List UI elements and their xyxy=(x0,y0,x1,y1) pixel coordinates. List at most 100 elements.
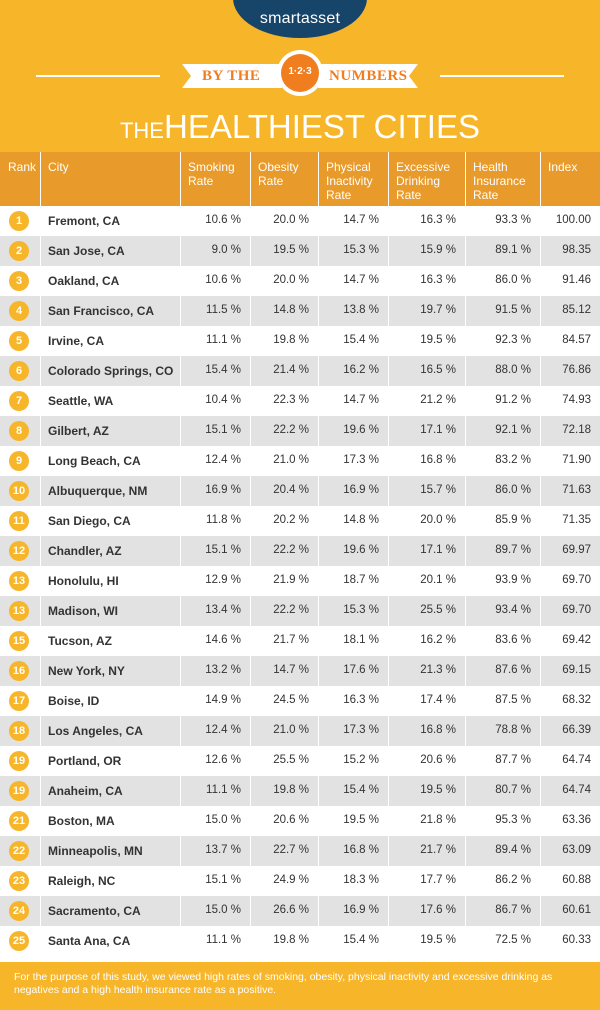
header: smartasset BY THE NUMBERS 1·2·3 THEHEALT… xyxy=(0,0,600,152)
cell-obesity-rate: 24.5 % xyxy=(273,694,309,706)
city-name: San Diego, CA xyxy=(48,514,131,528)
cell-index: 64.74 xyxy=(562,754,591,766)
table-row: 11 San Diego, CA 11.8 % 20.2 % 14.8 % 20.0 % 8… xyxy=(0,506,600,536)
cell-physical-inactivity-rate: 15.4 % xyxy=(343,934,379,946)
cell-index: 85.12 xyxy=(562,304,591,316)
cell-excessive-drinking-rate: 20.1 % xyxy=(420,574,456,586)
table-row: 2 San Jose, CA 9.0 % 19.5 % 15.3 % 15.9 % 89.1… xyxy=(0,236,600,266)
city-name: Oakland, CA xyxy=(48,274,120,288)
table-row: 1 Fremont, CA 10.6 % 20.0 % 14.7 % 16.3 % 93.3… xyxy=(0,206,600,236)
cell-obesity-rate: 14.8 % xyxy=(273,304,309,316)
rank-badge: 23 xyxy=(9,871,29,891)
cell-index: 71.90 xyxy=(562,454,591,466)
cell-smoking-rate: 13.2 % xyxy=(205,664,241,676)
cell-obesity-rate: 22.3 % xyxy=(273,394,309,406)
cell-health-insurance-rate: 83.2 % xyxy=(495,454,531,466)
cell-health-insurance-rate: 93.3 % xyxy=(495,214,531,226)
cell-index: 84.57 xyxy=(562,334,591,346)
cell-physical-inactivity-rate: 15.4 % xyxy=(343,334,379,346)
cell-physical-inactivity-rate: 14.7 % xyxy=(343,214,379,226)
footer-note: For the purpose of this study, we viewed… xyxy=(14,971,553,996)
table-row: 15 Tucson, AZ 14.6 % 21.7 % 18.1 % 16.2 % 83.6… xyxy=(0,626,600,656)
cell-excessive-drinking-rate: 17.1 % xyxy=(420,544,456,556)
cell-index: 63.36 xyxy=(562,814,591,826)
cell-health-insurance-rate: 91.5 % xyxy=(495,304,531,316)
cell-health-insurance-rate: 85.9 % xyxy=(495,514,531,526)
cell-obesity-rate: 19.8 % xyxy=(273,334,309,346)
column-divider xyxy=(465,152,466,956)
city-name: Los Angeles, CA xyxy=(48,724,143,738)
banner-rule-right xyxy=(440,75,564,77)
cell-index: 69.97 xyxy=(562,544,591,556)
cell-excessive-drinking-rate: 21.3 % xyxy=(420,664,456,676)
cell-smoking-rate: 15.0 % xyxy=(205,814,241,826)
cell-obesity-rate: 20.2 % xyxy=(273,514,309,526)
cell-smoking-rate: 12.4 % xyxy=(205,724,241,736)
cell-index: 69.70 xyxy=(562,574,591,586)
city-name: San Jose, CA xyxy=(48,244,125,258)
cell-index: 72.18 xyxy=(562,424,591,436)
rank-badge: 12 xyxy=(9,541,29,561)
cell-smoking-rate: 15.1 % xyxy=(205,874,241,886)
cell-physical-inactivity-rate: 19.5 % xyxy=(343,814,379,826)
table-row: 9 Long Beach, CA 12.4 % 21.0 % 17.3 % 16.8 % 8… xyxy=(0,446,600,476)
column-header-line: Rate xyxy=(258,174,284,188)
column-header-obesity-rate: Obesity Rate xyxy=(258,160,299,188)
city-name: Albuquerque, NM xyxy=(48,484,148,498)
cell-health-insurance-rate: 89.7 % xyxy=(495,544,531,556)
cell-obesity-rate: 20.6 % xyxy=(273,814,309,826)
table-row: 10 Albuquerque, NM 16.9 % 20.4 % 16.9 % 15.7 … xyxy=(0,476,600,506)
table-header: Rank City Smoking Rate Obesity Rate Physical In… xyxy=(0,152,600,206)
cell-health-insurance-rate: 86.0 % xyxy=(495,484,531,496)
cell-health-insurance-rate: 87.5 % xyxy=(495,694,531,706)
cell-health-insurance-rate: 86.0 % xyxy=(495,274,531,286)
table-row: 8 Gilbert, AZ 15.1 % 22.2 % 19.6 % 17.1 % 92.1… xyxy=(0,416,600,446)
cell-index: 63.09 xyxy=(562,844,591,856)
cell-smoking-rate: 11.1 % xyxy=(206,334,241,346)
cell-smoking-rate: 15.1 % xyxy=(205,544,241,556)
table-row: 19 Portland, OR 12.6 % 25.5 % 15.2 % 20.6 % 87… xyxy=(0,746,600,776)
title-prefix: THE xyxy=(119,118,164,143)
cell-excessive-drinking-rate: 19.5 % xyxy=(420,934,456,946)
cell-excessive-drinking-rate: 20.0 % xyxy=(420,514,456,526)
rank-badge: 11 xyxy=(9,511,29,531)
cell-physical-inactivity-rate: 13.8 % xyxy=(343,304,379,316)
cell-obesity-rate: 26.6 % xyxy=(273,904,309,916)
cell-excessive-drinking-rate: 16.3 % xyxy=(420,274,456,286)
cell-health-insurance-rate: 89.1 % xyxy=(495,244,531,256)
table-row: 16 New York, NY 13.2 % 14.7 % 17.6 % 21.3 % 87… xyxy=(0,656,600,686)
cell-smoking-rate: 13.4 % xyxy=(205,604,241,616)
cell-index: 71.63 xyxy=(562,484,591,496)
cell-excessive-drinking-rate: 16.3 % xyxy=(420,214,456,226)
cell-excessive-drinking-rate: 21.2 % xyxy=(420,394,456,406)
column-divider xyxy=(540,152,541,956)
city-name: Irvine, CA xyxy=(48,334,105,348)
cell-index: 64.74 xyxy=(562,784,591,796)
column-header-rank: Rank xyxy=(8,160,36,174)
banner-badge xyxy=(281,54,319,92)
cell-obesity-rate: 21.0 % xyxy=(273,724,309,736)
cell-smoking-rate: 11.1 % xyxy=(206,784,241,796)
cell-physical-inactivity-rate: 19.6 % xyxy=(343,424,379,436)
column-divider xyxy=(250,152,251,956)
table-row: 13 Madison, WI 13.4 % 22.2 % 15.3 % 25.5 % 93.… xyxy=(0,596,600,626)
cell-health-insurance-rate: 83.6 % xyxy=(495,634,531,646)
cell-health-insurance-rate: 93.9 % xyxy=(495,574,531,586)
column-header-excessive-drinking-rate: Excessive Drinking Rate xyxy=(396,160,450,202)
cell-physical-inactivity-rate: 18.1 % xyxy=(343,634,379,646)
city-name: Raleigh, NC xyxy=(48,874,116,888)
cell-smoking-rate: 11.1 % xyxy=(206,934,241,946)
cell-excessive-drinking-rate: 17.6 % xyxy=(420,904,456,916)
cell-index: 66.39 xyxy=(562,724,591,736)
cell-smoking-rate: 13.7 % xyxy=(205,844,241,856)
city-name: Anaheim, CA xyxy=(48,784,123,798)
cell-obesity-rate: 19.8 % xyxy=(273,784,309,796)
city-name: Portland, OR xyxy=(48,754,122,768)
logo: smartasset xyxy=(259,10,341,27)
cell-excessive-drinking-rate: 17.4 % xyxy=(420,694,456,706)
table-row: 24 Sacramento, CA 15.0 % 26.6 % 16.9 % 17.6 %… xyxy=(0,896,600,926)
cell-physical-inactivity-rate: 15.4 % xyxy=(343,784,379,796)
rank-badge: 21 xyxy=(9,811,29,831)
city-name: Sacramento, CA xyxy=(48,904,141,918)
